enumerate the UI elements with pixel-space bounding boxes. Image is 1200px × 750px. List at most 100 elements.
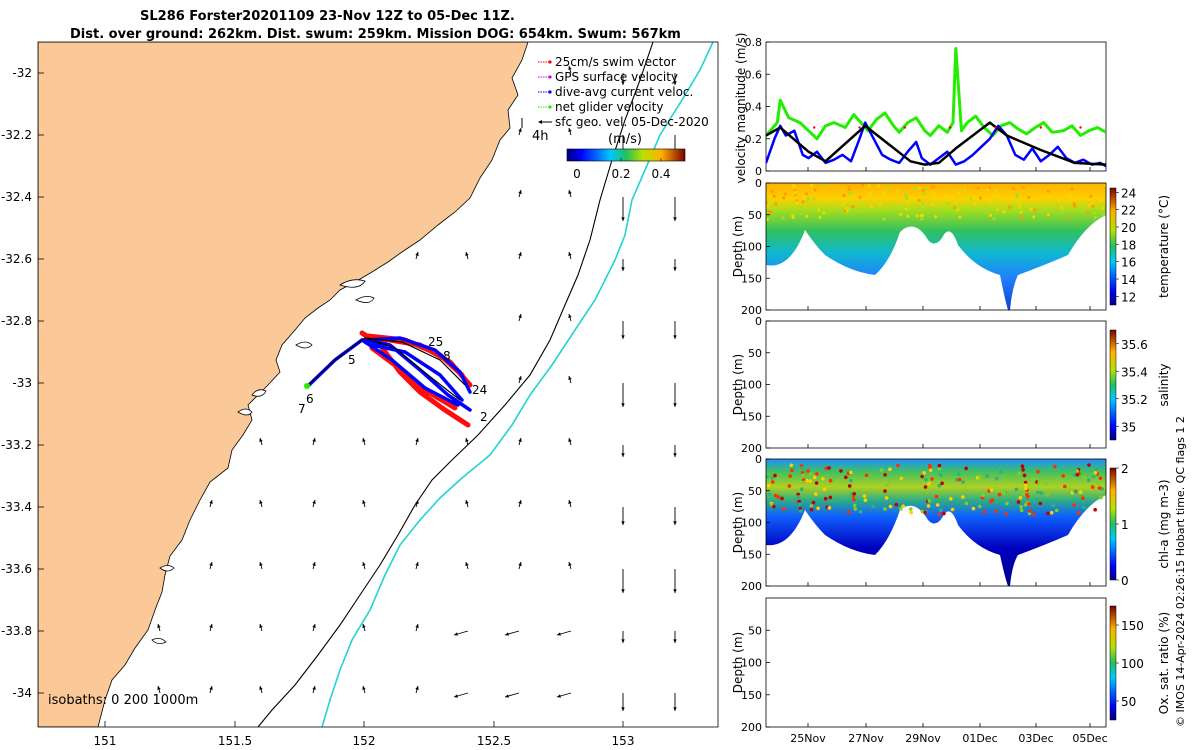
- velocity-point: [960, 129, 963, 132]
- velocity-point: [1039, 149, 1042, 151]
- track-label: 7: [298, 402, 306, 416]
- temp-speckle: [1070, 187, 1074, 191]
- chl-speckle: [964, 466, 968, 471]
- temp-speckle: [1046, 212, 1050, 217]
- temp-speckle: [1059, 206, 1063, 210]
- velocity-point: [929, 134, 932, 137]
- geo-arrow-head: [673, 267, 677, 271]
- chl-speckle: [828, 495, 833, 500]
- temp-speckle: [920, 217, 924, 221]
- temp-speckle: [837, 197, 841, 201]
- geo-arrow-head: [568, 252, 572, 256]
- velocity-point: [1031, 147, 1034, 150]
- geo-arrow-head: [415, 438, 419, 442]
- geo-arrow-head: [518, 438, 522, 442]
- map-ytick-label: -33.4: [1, 500, 32, 514]
- geo-arrow-head: [621, 217, 625, 221]
- map-ytick-label: -33.2: [1, 438, 32, 452]
- temp-speckle: [956, 208, 960, 212]
- geo-arrow-head: [518, 500, 522, 504]
- chl-speckle: [1016, 500, 1021, 504]
- geo-arrow-head: [518, 252, 522, 256]
- temp-speckle: [1069, 192, 1073, 196]
- velocity-point: [906, 121, 909, 124]
- velocity-point: [954, 163, 957, 166]
- panel-cb-tick-label: 100: [1121, 657, 1144, 671]
- chl-speckle: [823, 496, 828, 501]
- chl-speckle: [1023, 480, 1028, 485]
- chl-speckle: [930, 477, 934, 481]
- map-xtick-label: 152: [353, 734, 376, 748]
- chl-speckle: [883, 507, 887, 511]
- chl-speckle: [1032, 498, 1036, 503]
- temp-speckle: [899, 212, 903, 216]
- depth-ytick-label: 50: [748, 624, 762, 637]
- temp-speckle: [1090, 201, 1094, 205]
- temp-speckle: [1029, 207, 1033, 211]
- temp-speckle: [794, 195, 799, 199]
- velocity-point: [799, 121, 801, 124]
- panel-cb-tick-label: 24: [1121, 186, 1136, 200]
- temp-speckle: [792, 185, 796, 189]
- chl-speckle: [1039, 491, 1044, 495]
- velocity-ytick-label: 0: [755, 165, 762, 178]
- chl-speckle: [863, 498, 868, 503]
- temp-speckle: [795, 200, 800, 204]
- isobath-200m: [257, 42, 654, 727]
- velocity-point: [1079, 134, 1082, 137]
- map-colorbar-title: (m/s): [608, 132, 642, 147]
- temp-speckle: [1093, 215, 1097, 219]
- chl-speckle: [1073, 490, 1077, 494]
- chl-speckle: [937, 512, 941, 517]
- geo-arrow-head: [209, 500, 213, 504]
- chl-speckle: [852, 492, 856, 496]
- map-ytick-label: -32.4: [1, 190, 32, 204]
- temp-speckle: [821, 183, 825, 187]
- temp-speckle: [1046, 189, 1050, 193]
- glider-track: [304, 330, 473, 428]
- velocity-point: [946, 131, 949, 134]
- chl-speckle: [978, 475, 982, 479]
- velocity-point: [776, 121, 779, 124]
- chl-speckle: [811, 500, 816, 505]
- velocity-point: [816, 137, 818, 140]
- velocity-ytick-label: 0.6: [745, 68, 763, 81]
- temp-speckle: [1017, 201, 1021, 206]
- temp-speckle: [989, 200, 993, 204]
- velocity-point: [807, 150, 810, 153]
- velocity-point: [923, 163, 926, 166]
- chl-speckle: [909, 510, 913, 515]
- temp-speckle: [969, 197, 973, 201]
- geo-arrow-head: [621, 335, 625, 339]
- chl-speckle: [1014, 487, 1019, 492]
- chl-speckle: [780, 496, 784, 501]
- geo-arrow-head: [568, 128, 572, 132]
- panel-cb-label: chl-a (mg m-3): [1157, 479, 1171, 568]
- geo-arrow-head: [454, 694, 458, 698]
- chl-speckle: [805, 478, 809, 483]
- temp-speckle: [943, 194, 948, 198]
- chl-speckle: [901, 504, 905, 509]
- panel-cb-label: Ox. sat. ratio (%): [1157, 612, 1171, 714]
- velocity-point: [974, 115, 977, 118]
- panel-cb-tick-label: 35.4: [1121, 365, 1148, 379]
- temp-speckle: [1066, 195, 1070, 199]
- temp-speckle: [1086, 211, 1090, 215]
- panel-cb-tick-label: 150: [1121, 619, 1144, 633]
- depth-ylabel: Depth (m): [731, 632, 745, 693]
- temp-speckle: [849, 197, 853, 201]
- temp-speckle: [1002, 210, 1006, 214]
- map-cb-tick-label: 0.2: [611, 167, 630, 181]
- chl-speckle: [885, 483, 889, 488]
- velocity-point: [1005, 134, 1008, 137]
- temp-speckle: [954, 200, 959, 204]
- temp-speckle: [988, 213, 993, 217]
- velocity-point: [952, 121, 954, 124]
- chl-speckle: [1075, 472, 1080, 477]
- chl-speckle: [888, 504, 893, 509]
- map-cb-tick-label: 0.4: [651, 167, 670, 181]
- temp-speckle: [945, 201, 949, 206]
- chl-speckle: [1046, 511, 1050, 516]
- velocity-point: [861, 123, 864, 126]
- sfc-geo-vel-arrows: [157, 65, 677, 711]
